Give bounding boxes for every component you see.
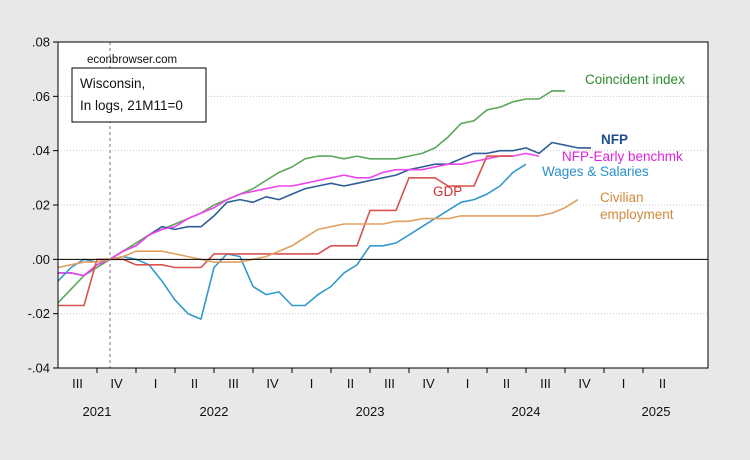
x-tick-label: IV bbox=[422, 376, 435, 391]
x-tick-label: IV bbox=[266, 376, 279, 391]
x-year-label: 2023 bbox=[356, 404, 385, 419]
legend-box-frame bbox=[71, 67, 207, 123]
x-tick-label: III bbox=[540, 376, 551, 391]
series-line bbox=[58, 155, 513, 307]
x-tick-label: I bbox=[154, 376, 158, 391]
series-label: Civilian bbox=[600, 190, 644, 205]
y-tick-label: .04 bbox=[32, 143, 50, 158]
series-line bbox=[57, 90, 565, 304]
x-tick-label: I bbox=[466, 376, 470, 391]
watermark: econbrowser.com bbox=[87, 54, 177, 66]
series-line bbox=[58, 152, 540, 277]
x-tick-label: II bbox=[191, 376, 198, 391]
x-tick-label: IV bbox=[578, 376, 591, 391]
x-tick-label: III bbox=[228, 376, 239, 391]
x-tick-label: II bbox=[503, 376, 510, 391]
series-label: NFP-Early benchmk bbox=[562, 149, 683, 164]
series-label: NFP bbox=[601, 132, 628, 147]
x-year-label: 2024 bbox=[512, 404, 541, 419]
series-label-layer: Coincident index NFP NFP-Early benchmkWage… bbox=[433, 72, 685, 222]
y-tick-label: -.04 bbox=[28, 361, 50, 376]
y-tick-label: -.02 bbox=[28, 306, 50, 321]
series-label: Wages & Salaries bbox=[542, 164, 649, 179]
x-year-label: 2025 bbox=[642, 404, 671, 419]
series-label: employment bbox=[600, 207, 674, 222]
x-tick-label: III bbox=[384, 376, 395, 391]
y-tick-label: .08 bbox=[32, 35, 50, 50]
legend-box: Wisconsin, In logs, 21M11=0 bbox=[71, 67, 207, 123]
y-tick-label: .00 bbox=[32, 252, 50, 267]
legend-box-line-2: In logs, 21M11=0 bbox=[80, 98, 183, 113]
series-label: GDP bbox=[433, 184, 462, 199]
x-tick-label: III bbox=[72, 376, 83, 391]
plot-frame bbox=[57, 41, 709, 369]
x-tick-label: II bbox=[659, 376, 666, 391]
x-tick-label: II bbox=[347, 376, 354, 391]
x-tick-label: IV bbox=[110, 376, 123, 391]
legend-box-line-1: Wisconsin, bbox=[80, 76, 145, 91]
x-tick-label: I bbox=[310, 376, 314, 391]
x-year-label: 2021 bbox=[83, 404, 112, 419]
x-year-label: 2022 bbox=[200, 404, 229, 419]
x-tick-label: I bbox=[622, 376, 626, 391]
y-tick-label: .02 bbox=[32, 198, 50, 213]
y-tick-label: .06 bbox=[32, 89, 50, 104]
series-line bbox=[57, 198, 579, 269]
series-label: Coincident index bbox=[585, 72, 685, 87]
